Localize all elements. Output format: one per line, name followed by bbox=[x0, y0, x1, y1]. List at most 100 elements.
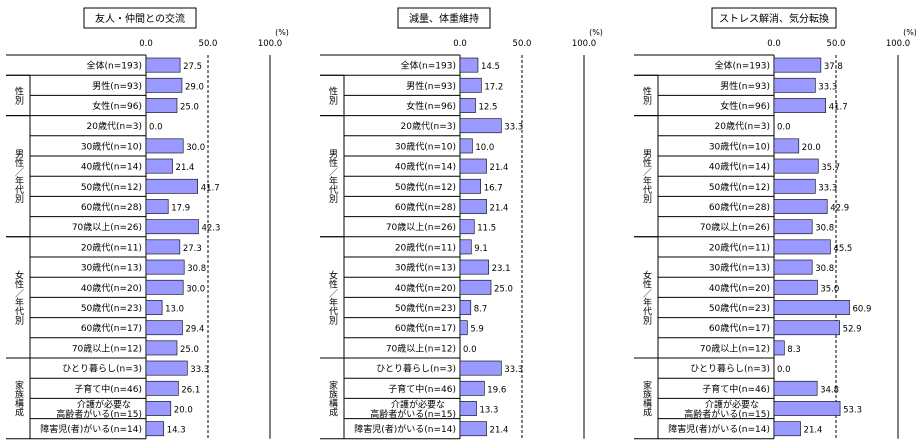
data-label: 27.3 bbox=[183, 244, 202, 254]
bar bbox=[773, 259, 813, 275]
bar bbox=[773, 199, 828, 214]
data-label: 35.0 bbox=[820, 284, 839, 294]
row-label: 50歳代(n=12) bbox=[81, 181, 142, 193]
row-label: 障害児(者)がいる(n=14) bbox=[354, 423, 456, 435]
tick-label: 0.0 bbox=[767, 39, 781, 49]
data-label: 25.0 bbox=[494, 284, 513, 294]
group-label: 性別 bbox=[327, 85, 338, 105]
row-label: 全体(n=193) bbox=[87, 60, 142, 72]
row-label: 女性(n=96) bbox=[406, 100, 456, 112]
row-label: 50歳代(n=12) bbox=[709, 181, 770, 193]
bar bbox=[145, 239, 181, 255]
data-label: 9.1 bbox=[474, 244, 488, 254]
data-label: 33.3 bbox=[504, 365, 523, 375]
data-label: 34.8 bbox=[820, 385, 839, 395]
bar bbox=[459, 57, 479, 73]
data-label: 29.4 bbox=[185, 325, 204, 335]
row-label: 30歳代(n=13) bbox=[709, 262, 770, 274]
row-label: 60歳代(n=17) bbox=[395, 322, 456, 334]
data-label: 25.0 bbox=[180, 345, 199, 355]
row-label: 50歳代(n=23) bbox=[81, 302, 142, 314]
bar bbox=[459, 219, 475, 235]
data-label: 30.0 bbox=[186, 143, 205, 153]
bar bbox=[145, 57, 181, 73]
unit-label: (%) bbox=[275, 28, 289, 37]
row-label: 70歳以上(n=26) bbox=[72, 221, 142, 233]
tick-label: 50.0 bbox=[199, 39, 218, 49]
data-label: 14.5 bbox=[481, 62, 500, 72]
bar bbox=[773, 421, 801, 437]
unit-label: (%) bbox=[589, 28, 603, 37]
bar bbox=[773, 401, 841, 416]
data-label: 17.2 bbox=[484, 82, 503, 92]
bar bbox=[773, 98, 827, 113]
bar bbox=[145, 178, 199, 194]
row-label: 70歳以上(n=26) bbox=[700, 221, 770, 233]
data-label: 35.7 bbox=[821, 163, 840, 173]
group-label: 男性／年代別 bbox=[13, 149, 24, 204]
row-label: 40歳代(n=20) bbox=[81, 282, 142, 294]
group-label: 女性／年代別 bbox=[327, 269, 338, 325]
data-label: 0.0 bbox=[777, 123, 791, 133]
group-label: 性別 bbox=[641, 85, 652, 105]
bar bbox=[773, 300, 850, 315]
bar bbox=[773, 340, 785, 356]
bar bbox=[459, 118, 502, 134]
title-box bbox=[397, 7, 491, 29]
data-label: 12.5 bbox=[479, 103, 498, 113]
row-label: 介護が必要な bbox=[391, 399, 445, 411]
bar bbox=[773, 239, 831, 255]
data-label: 0.0 bbox=[777, 365, 791, 375]
row-label: 高齢者がいる(n=15) bbox=[370, 408, 456, 420]
group-label: 家族構成 bbox=[13, 379, 24, 417]
row-label: 60歳代(n=17) bbox=[709, 322, 770, 334]
bar bbox=[459, 98, 476, 113]
data-label: 20.0 bbox=[802, 143, 821, 153]
row-label: 20歳代(n=3) bbox=[401, 120, 456, 132]
row-label: 20歳代(n=11) bbox=[81, 241, 142, 253]
row-label: 40歳代(n=20) bbox=[709, 282, 770, 294]
row-label: 障害児(者)がいる(n=14) bbox=[668, 423, 770, 435]
row-label: 30歳代(n=10) bbox=[81, 140, 142, 152]
bar bbox=[459, 279, 492, 295]
bar bbox=[459, 300, 472, 315]
unit-label: (%) bbox=[903, 28, 916, 37]
data-label: 30.0 bbox=[186, 284, 205, 294]
bar bbox=[145, 98, 178, 113]
row-label: 40歳代(n=14) bbox=[395, 161, 456, 173]
data-label: 30.8 bbox=[187, 264, 206, 274]
tick-label: 0.0 bbox=[139, 39, 153, 49]
tick-label: 0.0 bbox=[453, 39, 467, 49]
bar bbox=[459, 401, 477, 416]
row-label: 70歳以上(n=26) bbox=[386, 221, 456, 233]
row-label: 30歳代(n=13) bbox=[395, 262, 456, 274]
row-label: 男性(n=93) bbox=[92, 80, 142, 92]
tick-label: 100.0 bbox=[572, 39, 596, 49]
bar bbox=[145, 77, 183, 93]
data-label: 8.3 bbox=[787, 345, 801, 355]
bar bbox=[145, 158, 173, 174]
row-label: 40歳代(n=14) bbox=[709, 161, 770, 173]
data-label: 33.3 bbox=[818, 82, 837, 92]
data-label: 0.0 bbox=[463, 345, 477, 355]
bar bbox=[145, 279, 184, 295]
row-label: 40歳代(n=14) bbox=[81, 161, 142, 173]
data-label: 42.9 bbox=[830, 204, 849, 214]
bar bbox=[145, 300, 163, 315]
data-label: 42.3 bbox=[201, 224, 220, 234]
row-label: 20歳代(n=3) bbox=[87, 120, 142, 132]
bar bbox=[459, 178, 482, 194]
data-label: 52.9 bbox=[843, 325, 862, 335]
group-label: 女性／年代別 bbox=[641, 269, 652, 325]
row-label: 60歳代(n=28) bbox=[709, 201, 770, 213]
row-label: 60歳代(n=17) bbox=[81, 322, 142, 334]
row-label: 子育て中(n=46) bbox=[702, 383, 770, 395]
data-label: 26.1 bbox=[181, 385, 200, 395]
row-label: 60歳代(n=28) bbox=[395, 201, 456, 213]
bar bbox=[773, 219, 813, 235]
row-label: ひとり暮らし(n=3) bbox=[62, 363, 142, 375]
data-label: 33.3 bbox=[504, 123, 523, 133]
row-label: 子育て中(n=46) bbox=[74, 383, 142, 395]
data-label: 14.3 bbox=[167, 426, 186, 436]
